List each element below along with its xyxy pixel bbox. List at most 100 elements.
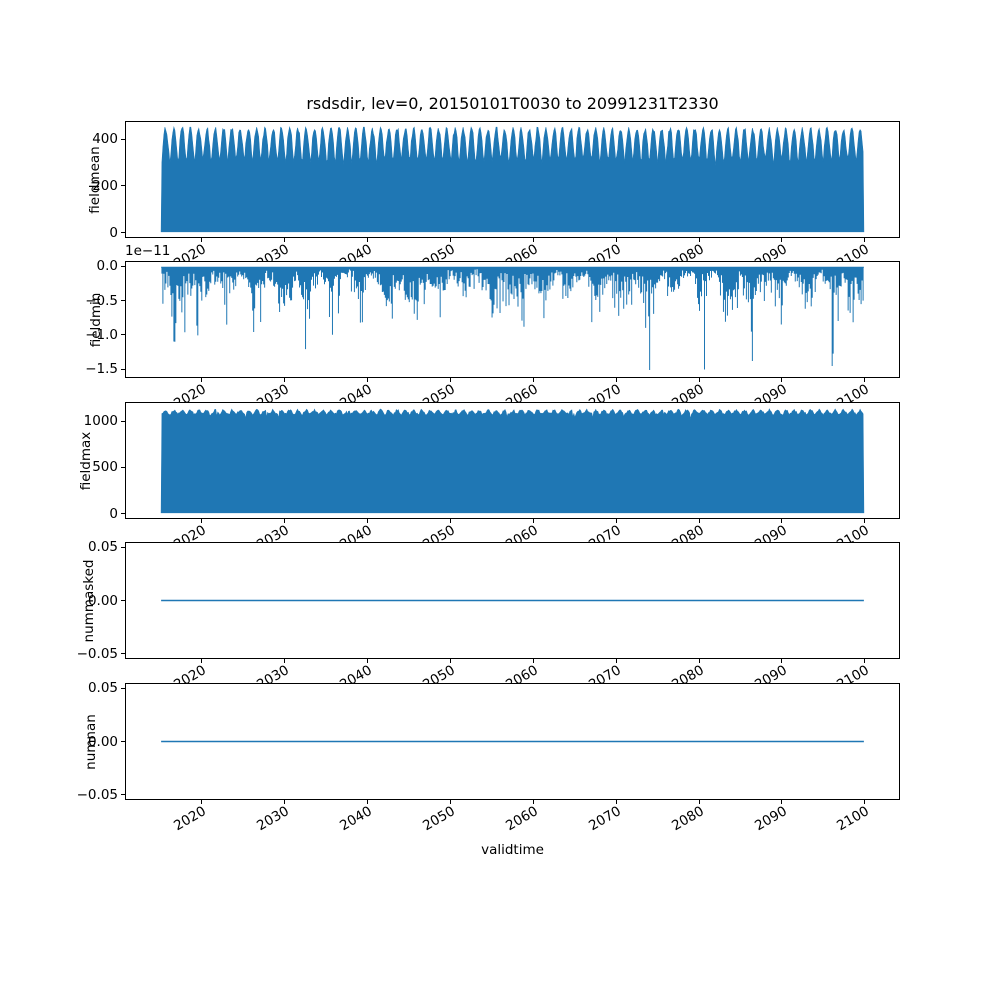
y-tick-label-nummasked: 0.00 — [87, 592, 118, 609]
x-tick-label-numnan: 2030 — [254, 803, 293, 835]
y-tick-nummasked — [120, 600, 125, 601]
x-tick-fieldmax — [284, 519, 286, 523]
y-tick-label-fieldmax: 0 — [109, 505, 118, 522]
axes-box-fieldmean — [125, 121, 900, 238]
x-tick-label-numnan: 2080 — [668, 803, 707, 835]
y-tick-numnan — [120, 794, 125, 796]
x-tick-label-numnan: 2050 — [420, 803, 458, 835]
x-tick-fieldmax — [201, 519, 203, 523]
x-tick-fieldmean — [201, 238, 203, 242]
x-tick-fieldmean — [615, 238, 617, 242]
y-axis-offset-text: 1e−11 — [125, 243, 171, 259]
plot-area-fieldmean — [160, 126, 865, 233]
y-tick-label-nummasked: −0.05 — [76, 645, 118, 662]
plot-area-fieldmin — [161, 266, 864, 371]
y-tick-fieldmin — [120, 300, 125, 302]
x-tick-fieldmean — [781, 238, 783, 242]
x-tick-nummasked — [532, 659, 534, 663]
x-tick-nummasked — [449, 659, 451, 663]
y-tick-label-fieldmin: −1.0 — [85, 326, 118, 343]
x-tick-nummasked — [781, 659, 783, 663]
plot-area-fieldmax — [160, 408, 865, 514]
x-tick-fieldmean — [449, 238, 451, 242]
y-axis-label-nummasked: nummasked — [81, 559, 97, 642]
y-tick-fieldmax — [120, 420, 125, 422]
x-tick-fieldmax — [449, 519, 451, 523]
x-tick-label-numnan: 2040 — [337, 803, 375, 835]
plot-area-numnan — [161, 740, 864, 743]
x-tick-label-numnan: 2090 — [751, 803, 790, 835]
x-tick-nummasked — [201, 659, 203, 663]
y-tick-label-nummasked: 0.05 — [87, 539, 118, 556]
x-tick-fieldmax — [366, 519, 368, 523]
chart-title: rsdsdir, lev=0, 20150101T0030 to 2099123… — [306, 94, 719, 113]
x-tick-fieldmean — [284, 238, 286, 242]
y-tick-fieldmin — [120, 368, 125, 370]
x-tick-numnan — [532, 800, 534, 804]
y-tick-label-fieldmean: 400 — [92, 131, 118, 148]
series-fieldmin — [161, 266, 864, 371]
x-tick-fieldmax — [864, 519, 866, 523]
x-tick-nummasked — [366, 659, 368, 663]
y-axis-label-fieldmin: fieldmin — [88, 292, 104, 347]
y-tick-fieldmean — [120, 138, 125, 140]
series-fieldmean — [160, 126, 865, 233]
x-tick-nummasked — [864, 659, 866, 663]
y-axis-label-fieldmean: fieldmean — [87, 145, 103, 214]
y-tick-label-fieldmax: 500 — [92, 459, 118, 476]
x-tick-fieldmean — [698, 238, 700, 242]
y-axis-label-numnan: numnan — [83, 713, 99, 770]
x-tick-label-numnan: 2020 — [171, 803, 210, 835]
y-tick-fieldmax — [120, 513, 125, 515]
y-tick-label-fieldmin: 0.0 — [96, 258, 118, 275]
y-tick-fieldmean — [120, 232, 125, 234]
y-axis-label-fieldmax: fieldmax — [78, 431, 94, 490]
x-tick-fieldmin — [201, 378, 203, 382]
x-tick-numnan — [864, 800, 866, 804]
axes-box-numnan — [125, 683, 900, 800]
x-tick-fieldmin — [864, 378, 866, 382]
x-tick-fieldmin — [781, 378, 783, 382]
y-tick-nummasked — [120, 653, 125, 655]
x-tick-label-numnan: 2060 — [502, 803, 541, 835]
x-tick-fieldmin — [449, 378, 451, 382]
x-tick-numnan — [781, 800, 783, 804]
y-tick-label-fieldmin: −1.5 — [85, 361, 118, 378]
x-tick-fieldmean — [366, 238, 368, 242]
x-tick-fieldmax — [615, 519, 617, 523]
y-tick-fieldmin — [120, 334, 125, 336]
x-tick-fieldmax — [698, 519, 700, 523]
x-tick-fieldmin — [532, 378, 534, 382]
x-tick-numnan — [698, 800, 700, 804]
x-tick-label-numnan: 2100 — [834, 803, 873, 835]
x-tick-label-numnan: 2070 — [585, 803, 624, 835]
x-tick-fieldmin — [615, 378, 617, 382]
x-tick-nummasked — [284, 659, 286, 663]
y-tick-fieldmean — [120, 185, 125, 187]
axes-box-fieldmin — [125, 261, 900, 378]
y-tick-numnan — [120, 687, 125, 689]
y-tick-numnan — [120, 741, 125, 742]
series-fieldmax — [160, 408, 865, 514]
axes-box-nummasked — [125, 542, 900, 659]
y-tick-label-fieldmean: 0 — [109, 224, 118, 241]
axes-box-fieldmax — [125, 402, 900, 519]
x-tick-fieldmin — [366, 378, 368, 382]
y-tick-label-fieldmean: 200 — [92, 177, 118, 194]
x-tick-numnan — [449, 800, 451, 804]
y-tick-label-fieldmax: 1000 — [83, 413, 118, 430]
x-tick-numnan — [201, 800, 203, 804]
x-tick-nummasked — [698, 659, 700, 663]
x-tick-fieldmean — [532, 238, 534, 242]
x-tick-numnan — [284, 800, 286, 804]
plot-area-nummasked — [161, 599, 864, 602]
x-axis-label: validtime — [481, 842, 544, 858]
x-tick-nummasked — [615, 659, 617, 663]
x-tick-fieldmin — [698, 378, 700, 382]
x-tick-fieldmax — [532, 519, 534, 523]
y-tick-nummasked — [120, 546, 125, 548]
y-tick-label-numnan: −0.05 — [76, 786, 118, 803]
x-tick-numnan — [615, 800, 617, 804]
x-tick-fieldmean — [864, 238, 866, 242]
